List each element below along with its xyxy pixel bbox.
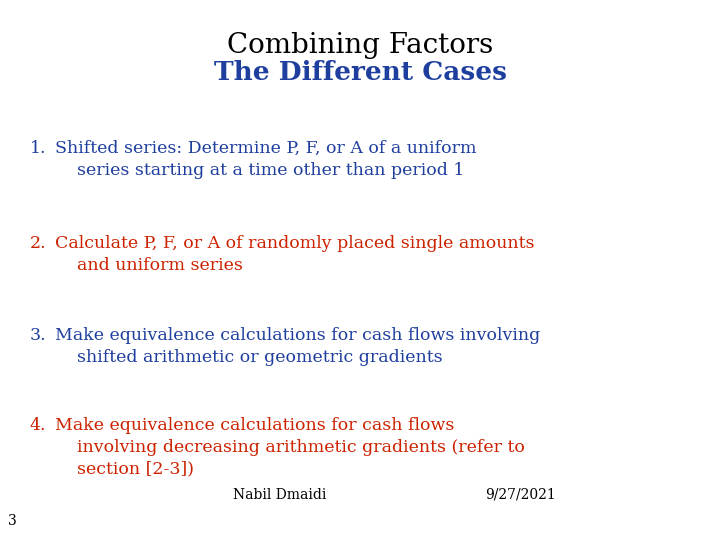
Text: Shifted series: Determine P, F, or A of a uniform
    series starting at a time : Shifted series: Determine P, F, or A of … (55, 140, 477, 179)
Text: 4.: 4. (30, 417, 47, 434)
Text: Calculate P, F, or A of randomly placed single amounts
    and uniform series: Calculate P, F, or A of randomly placed … (55, 235, 534, 274)
Text: Nabil Dmaidi: Nabil Dmaidi (233, 488, 327, 502)
Text: 9/27/2021: 9/27/2021 (485, 488, 555, 502)
Text: Make equivalence calculations for cash flows involving
    shifted arithmetic or: Make equivalence calculations for cash f… (55, 327, 540, 366)
Text: Make equivalence calculations for cash flows
    involving decreasing arithmetic: Make equivalence calculations for cash f… (55, 417, 525, 477)
Text: 2.: 2. (30, 235, 47, 252)
Text: 1.: 1. (30, 140, 47, 157)
Text: 3: 3 (8, 514, 17, 528)
Text: The Different Cases: The Different Cases (214, 60, 506, 85)
Text: 3.: 3. (30, 327, 47, 344)
Text: Combining Factors: Combining Factors (227, 32, 493, 59)
